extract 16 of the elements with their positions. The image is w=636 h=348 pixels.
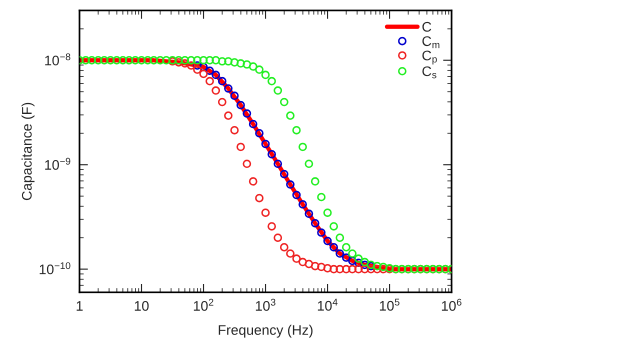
x-tick-label: 10 — [134, 301, 149, 311]
x-tick-label: 10$^{3}$ — [256, 298, 276, 311]
y-axis-title: Capacitance (F) — [22, 102, 34, 200]
x-tick-label: 10$^{2}$ — [194, 298, 214, 311]
x-axis-title: Frequency (Hz) — [218, 324, 313, 338]
x-tick-label: 10$^{6}$ — [442, 298, 462, 311]
legend-label: C$_{s}$ — [422, 66, 436, 78]
x-tick-label: 10$^{5}$ — [380, 298, 400, 311]
y-tick-label: 10$^{−10}$ — [40, 262, 70, 274]
y-tick-label: 10$^{−9}$ — [45, 158, 70, 170]
x-tick-label: 10$^{4}$ — [318, 298, 338, 311]
y-tick-label: 10$^{−8}$ — [45, 53, 70, 66]
legend-label: C$_{m}$ — [422, 36, 440, 48]
x-tick-label: 1 — [76, 301, 83, 311]
legend-label: C$_{p}$ — [422, 50, 437, 64]
legend-label: C — [422, 22, 432, 32]
